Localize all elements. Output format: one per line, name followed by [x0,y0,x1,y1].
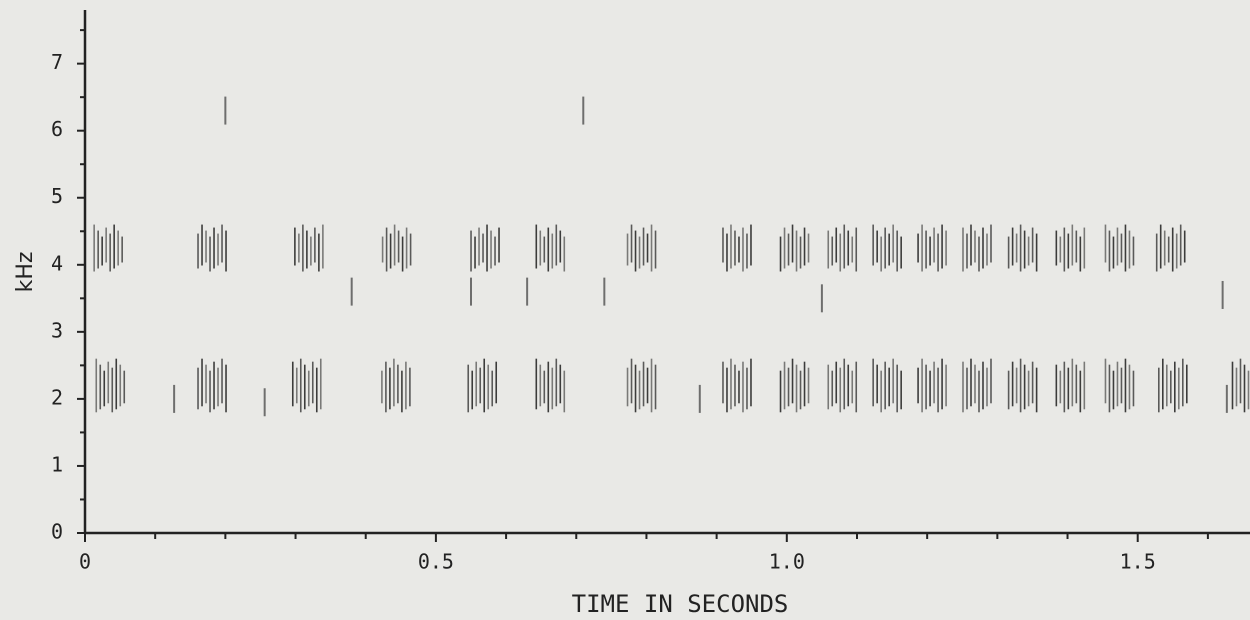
pulse-group [962,224,992,272]
pulse-group [381,224,412,272]
y-tick-label: 0 [51,520,63,544]
pulse-group [1007,224,1038,272]
pulse-group [872,224,902,272]
pulse-group [291,358,322,413]
pulse-group [197,358,227,413]
y-tick-label: 7 [51,50,63,74]
y-axis-label: kHz [13,252,38,293]
x-tick-label: 0.5 [418,550,454,574]
pulse-group [1104,224,1135,272]
pulse-group [917,358,947,413]
pulse-group [1007,358,1038,413]
pulse-group [535,224,566,272]
pulse-group [1055,358,1086,413]
pulse-group [95,358,126,413]
pulse-group [626,224,657,272]
pulse-group [197,224,227,272]
pulse-group [962,358,992,413]
x-tick-label: 1.5 [1120,550,1156,574]
spectrogram-area [93,96,1250,417]
pulse-group [626,358,657,413]
pulse-group [294,224,324,272]
pulse-group [1158,358,1188,413]
pulse-group [1104,358,1135,413]
pulse-group [827,224,858,272]
pulse-group [827,358,858,413]
pulse-group [467,358,498,413]
y-tick-label: 3 [51,318,63,342]
pulse-group [779,224,810,272]
x-axis-label: TIME IN SECONDS [572,590,789,618]
pulse-group [1231,358,1250,413]
pulse-group [917,224,947,272]
pulse-group [381,358,411,413]
y-tick-label: 1 [51,452,63,476]
pulse-group [779,358,810,413]
y-tick-label: 2 [51,385,63,409]
y-tick-label: 5 [51,184,63,208]
y-tick-label: 4 [51,251,63,275]
pulse-group [535,358,566,413]
x-tick-label: 1.0 [769,550,805,574]
pulse-group [1055,224,1086,272]
pulse-group [470,224,500,272]
y-tick-label: 6 [51,117,63,141]
pulse-group [872,358,902,413]
pulse-group [722,358,752,413]
pulse-group [722,224,752,272]
x-tick-label: 0 [79,550,91,574]
pulse-group [1155,224,1186,272]
pulse-group [93,224,123,272]
